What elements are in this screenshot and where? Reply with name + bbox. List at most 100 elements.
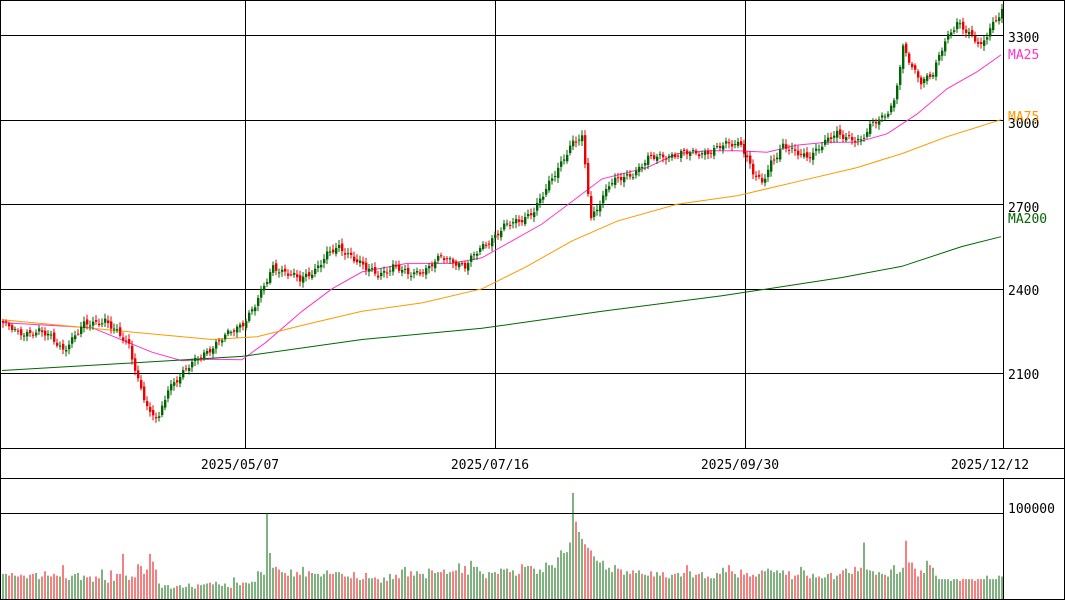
candle-body xyxy=(923,78,926,83)
candle-body xyxy=(572,140,575,147)
candle-body xyxy=(38,328,41,332)
candle-body xyxy=(842,134,845,139)
candle-body xyxy=(911,63,914,68)
candle-body xyxy=(485,244,488,246)
candle-body xyxy=(131,345,134,360)
candle-body xyxy=(101,323,104,325)
candle-body xyxy=(5,321,8,323)
candle-body xyxy=(290,274,293,276)
candle-body xyxy=(347,253,350,255)
candle-body xyxy=(527,214,530,217)
candle-body xyxy=(569,145,572,154)
candle-body xyxy=(815,148,818,151)
candle-body xyxy=(788,149,791,151)
candle-body xyxy=(308,272,311,277)
candle-body xyxy=(773,159,776,161)
candle-body xyxy=(956,22,959,30)
candle-body xyxy=(302,276,305,283)
candle-body xyxy=(875,121,878,124)
candle-body xyxy=(860,139,863,141)
candle-body xyxy=(122,337,125,341)
candle-body xyxy=(584,135,587,165)
candle-body xyxy=(626,174,629,176)
candle-body xyxy=(179,376,182,384)
candle-body xyxy=(935,62,938,77)
candle-body xyxy=(269,272,272,283)
price-axis-labels: 3300 3000 2700 2400 2100 xyxy=(1008,31,1039,383)
volume-axis-labels: 100000 xyxy=(1008,502,1055,517)
candle-body xyxy=(86,319,89,325)
candle-body xyxy=(764,178,767,183)
ma75-line xyxy=(1,119,1002,341)
candle-body xyxy=(209,348,212,353)
candle-body xyxy=(944,41,947,52)
candle-body xyxy=(242,322,245,327)
candle-body xyxy=(143,386,146,401)
candle-body xyxy=(938,54,941,61)
candle-body xyxy=(431,264,434,267)
candle-body xyxy=(458,263,461,268)
candle-body xyxy=(863,137,866,139)
candle-body xyxy=(470,255,473,262)
candle-body xyxy=(989,28,992,37)
candle-body xyxy=(11,325,14,331)
candle-body xyxy=(512,222,515,224)
candle-body xyxy=(440,255,443,257)
candle-body xyxy=(833,135,836,138)
candle-body xyxy=(872,121,875,123)
candle-body xyxy=(92,321,95,326)
candle-body xyxy=(455,261,458,266)
candle-body xyxy=(950,32,953,36)
candle-body xyxy=(395,264,398,267)
candle-body xyxy=(404,268,407,270)
candle-body xyxy=(827,137,830,142)
candle-body xyxy=(533,212,536,218)
candle-body xyxy=(161,405,164,416)
candle-body xyxy=(140,380,143,389)
date-tick-label: 2025/09/30 xyxy=(701,458,779,473)
ma75-label: MA75 xyxy=(1008,110,1039,125)
candle-body xyxy=(68,344,71,350)
candle-body xyxy=(548,180,551,191)
candle-body xyxy=(848,135,851,137)
candle-body xyxy=(311,274,314,278)
candle-body xyxy=(722,145,725,150)
candle-body xyxy=(89,325,92,327)
candle-body xyxy=(233,330,236,332)
candle-body xyxy=(443,258,446,261)
candle-body xyxy=(908,53,911,63)
candle-body xyxy=(488,243,491,245)
candle-body xyxy=(32,334,35,336)
candle-body xyxy=(176,380,179,383)
candle-body xyxy=(617,177,620,179)
candle-body xyxy=(965,29,968,33)
candle-body xyxy=(677,155,680,157)
candle-body xyxy=(344,253,347,255)
candle-body xyxy=(578,139,581,141)
candle-body xyxy=(659,154,662,156)
candle-body xyxy=(467,263,470,271)
candle-body xyxy=(740,141,743,145)
candle-body xyxy=(164,399,167,408)
candle-body xyxy=(749,155,752,164)
candle-body xyxy=(188,368,191,371)
candle-body xyxy=(839,129,842,135)
candle-body xyxy=(2,320,5,323)
candle-body xyxy=(593,211,596,217)
candle-body xyxy=(797,150,800,156)
candle-body xyxy=(719,145,722,149)
candle-body xyxy=(335,247,338,254)
candle-body xyxy=(491,238,494,247)
price-tick-label: 2700 xyxy=(1008,201,1039,216)
price-gridlines xyxy=(0,0,1003,514)
candle-body xyxy=(716,146,719,148)
candle-body xyxy=(995,20,998,22)
candle-body xyxy=(170,384,173,391)
candle-body xyxy=(494,234,497,238)
candle-body xyxy=(26,332,29,337)
candle-body xyxy=(263,285,266,291)
candle-body xyxy=(680,150,683,158)
candle-body xyxy=(869,123,872,134)
candle-body xyxy=(293,272,296,275)
